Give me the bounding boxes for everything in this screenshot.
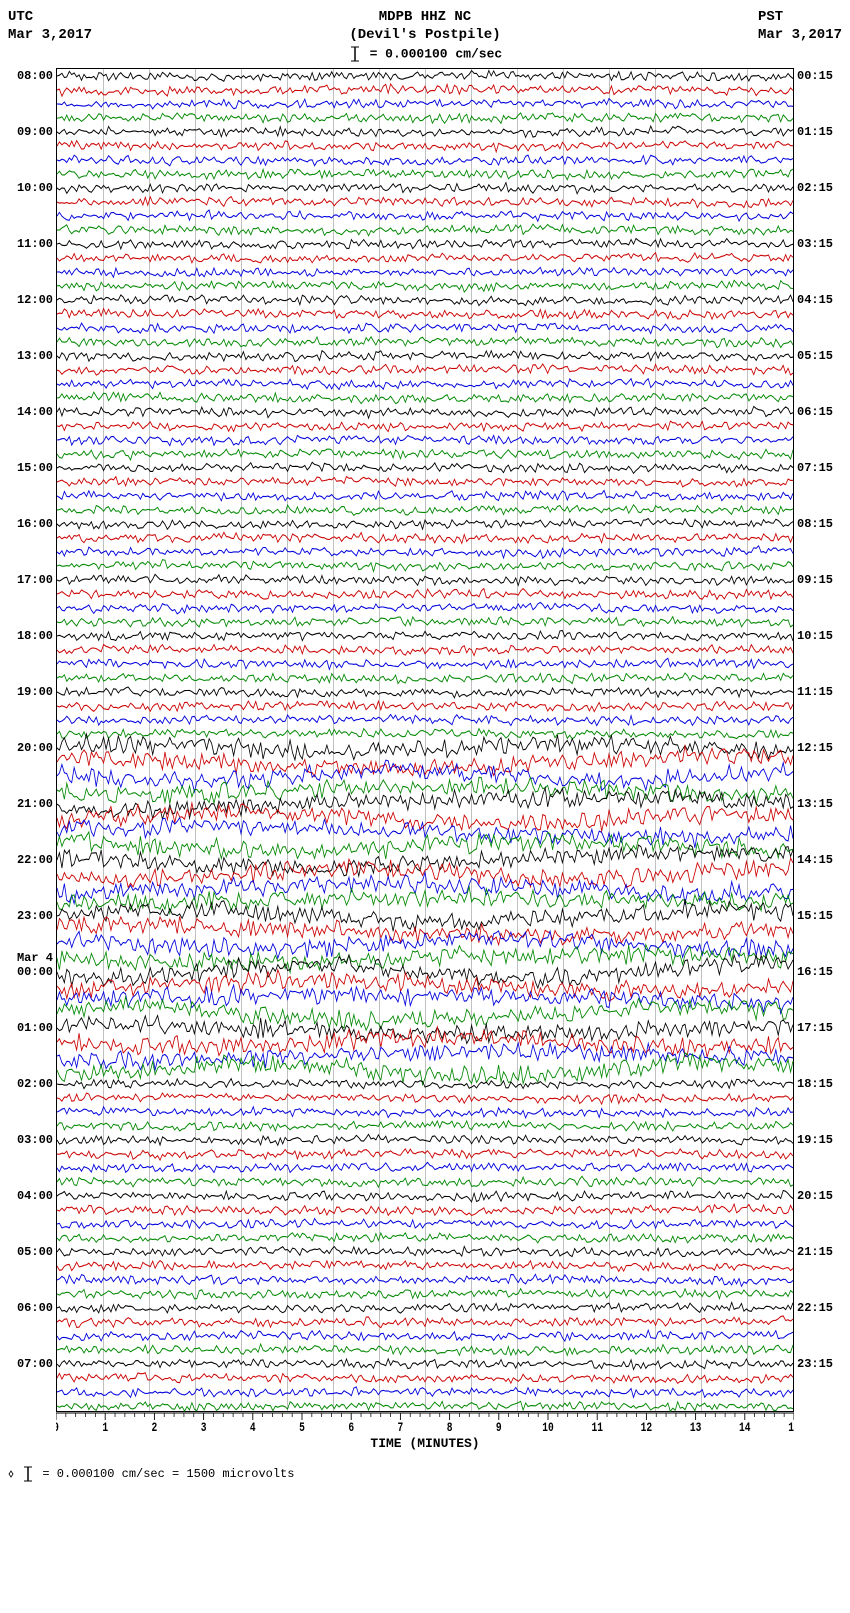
pst-time-label: 10:15 bbox=[797, 629, 833, 643]
utc-date-label: Mar 3,2017 bbox=[8, 26, 92, 44]
utc-time-label: 03:00 bbox=[17, 1133, 53, 1147]
pst-tz-label: PST bbox=[758, 8, 842, 26]
svg-text:9: 9 bbox=[496, 1420, 502, 1431]
svg-text:3: 3 bbox=[201, 1420, 207, 1431]
svg-text:12: 12 bbox=[641, 1420, 653, 1431]
pst-time-label: 14:15 bbox=[797, 853, 833, 867]
svg-text:15: 15 bbox=[788, 1420, 794, 1431]
utc-time-label: 14:00 bbox=[17, 405, 53, 419]
x-axis: 0123456789101112131415 TIME (MINUTES) bbox=[56, 1412, 794, 1446]
utc-time-label: 00:00 bbox=[17, 965, 53, 979]
utc-time-label: 05:00 bbox=[17, 1245, 53, 1259]
pst-time-label: 09:15 bbox=[797, 573, 833, 587]
header-left: UTC Mar 3,2017 bbox=[8, 8, 92, 44]
pst-time-label: 11:15 bbox=[797, 685, 833, 699]
pst-time-label: 08:15 bbox=[797, 517, 833, 531]
utc-time-label: 16:00 bbox=[17, 517, 53, 531]
pst-time-label: 22:15 bbox=[797, 1301, 833, 1315]
pst-time-label: 05:15 bbox=[797, 349, 833, 363]
pst-time-label: 04:15 bbox=[797, 293, 833, 307]
svg-text:6: 6 bbox=[348, 1420, 354, 1431]
pst-time-label: 15:15 bbox=[797, 909, 833, 923]
utc-time-label: 08:00 bbox=[17, 69, 53, 83]
utc-time-label: 13:00 bbox=[17, 349, 53, 363]
pst-time-label: 20:15 bbox=[797, 1189, 833, 1203]
pst-time-label: 06:15 bbox=[797, 405, 833, 419]
header-right: PST Mar 3,2017 bbox=[758, 8, 842, 44]
utc-time-label: 20:00 bbox=[17, 741, 53, 755]
pst-time-label: 00:15 bbox=[797, 69, 833, 83]
pst-time-label: 03:15 bbox=[797, 237, 833, 251]
station-code: MDPB HHZ NC bbox=[348, 8, 502, 26]
utc-time-label: 18:00 bbox=[17, 629, 53, 643]
svg-text:5: 5 bbox=[299, 1420, 305, 1431]
svg-text:14: 14 bbox=[739, 1420, 751, 1431]
header: UTC Mar 3,2017 MDPB HHZ NC (Devil's Post… bbox=[8, 8, 842, 64]
header-center: MDPB HHZ NC (Devil's Postpile) = 0.00010… bbox=[348, 8, 502, 64]
chart-plot-area: 08:0000:1509:0001:1510:0002:1511:0003:15… bbox=[56, 68, 794, 1412]
svg-text:4: 4 bbox=[250, 1420, 256, 1431]
svg-text:2: 2 bbox=[152, 1420, 158, 1431]
pst-time-label: 18:15 bbox=[797, 1077, 833, 1091]
utc-time-label: 02:00 bbox=[17, 1077, 53, 1091]
x-axis-label: TIME (MINUTES) bbox=[56, 1436, 794, 1451]
utc-time-label: 23:00 bbox=[17, 909, 53, 923]
pst-time-label: 16:15 bbox=[797, 965, 833, 979]
footer-scale-note: = 0.000100 cm/sec = 1500 microvolts bbox=[8, 1466, 842, 1482]
utc-time-label: 22:00 bbox=[17, 853, 53, 867]
pst-date-label: Mar 3,2017 bbox=[758, 26, 842, 44]
scale-text: = 0.000100 cm/sec bbox=[362, 47, 502, 62]
station-name: (Devil's Postpile) bbox=[348, 26, 502, 44]
pst-time-label: 23:15 bbox=[797, 1357, 833, 1371]
pst-time-label: 17:15 bbox=[797, 1021, 833, 1035]
pst-time-label: 21:15 bbox=[797, 1245, 833, 1259]
utc-time-label: 06:00 bbox=[17, 1301, 53, 1315]
pst-time-label: 02:15 bbox=[797, 181, 833, 195]
pst-time-label: 12:15 bbox=[797, 741, 833, 755]
x-axis-ticks: 0123456789101112131415 bbox=[56, 1412, 794, 1432]
svg-text:13: 13 bbox=[690, 1420, 702, 1431]
utc-time-label: 10:00 bbox=[17, 181, 53, 195]
footer-text: = 0.000100 cm/sec = 1500 microvolts bbox=[35, 1467, 294, 1481]
svg-text:1: 1 bbox=[102, 1420, 108, 1431]
utc-time-label: 11:00 bbox=[17, 237, 53, 251]
utc-time-label: 01:00 bbox=[17, 1021, 53, 1035]
seismogram-chart: 08:00 00:15 09:00 01:15 10:00 02:15 11:00 03:15… bbox=[8, 68, 842, 1446]
utc-time-label: 15:00 bbox=[17, 461, 53, 475]
utc-time-label: 19:00 bbox=[17, 685, 53, 699]
utc-time-label: 04:00 bbox=[17, 1189, 53, 1203]
pst-time-label: 07:15 bbox=[797, 461, 833, 475]
svg-text:8: 8 bbox=[447, 1420, 453, 1431]
svg-text:11: 11 bbox=[591, 1420, 603, 1431]
svg-text:10: 10 bbox=[542, 1420, 554, 1431]
utc-time-label: 07:00 bbox=[17, 1357, 53, 1371]
utc-time-label: 21:00 bbox=[17, 797, 53, 811]
pst-time-label: 13:15 bbox=[797, 797, 833, 811]
pst-time-label: 01:15 bbox=[797, 125, 833, 139]
utc-time-label: 12:00 bbox=[17, 293, 53, 307]
utc-time-label: 17:00 bbox=[17, 573, 53, 587]
svg-text:0: 0 bbox=[56, 1420, 59, 1431]
pst-time-label: 19:15 bbox=[797, 1133, 833, 1147]
utc-date-change-label: Mar 4 bbox=[17, 951, 53, 965]
utc-time-label: 09:00 bbox=[17, 125, 53, 139]
trace-row bbox=[57, 1399, 793, 1413]
utc-tz-label: UTC bbox=[8, 8, 92, 26]
svg-text:7: 7 bbox=[398, 1420, 404, 1431]
